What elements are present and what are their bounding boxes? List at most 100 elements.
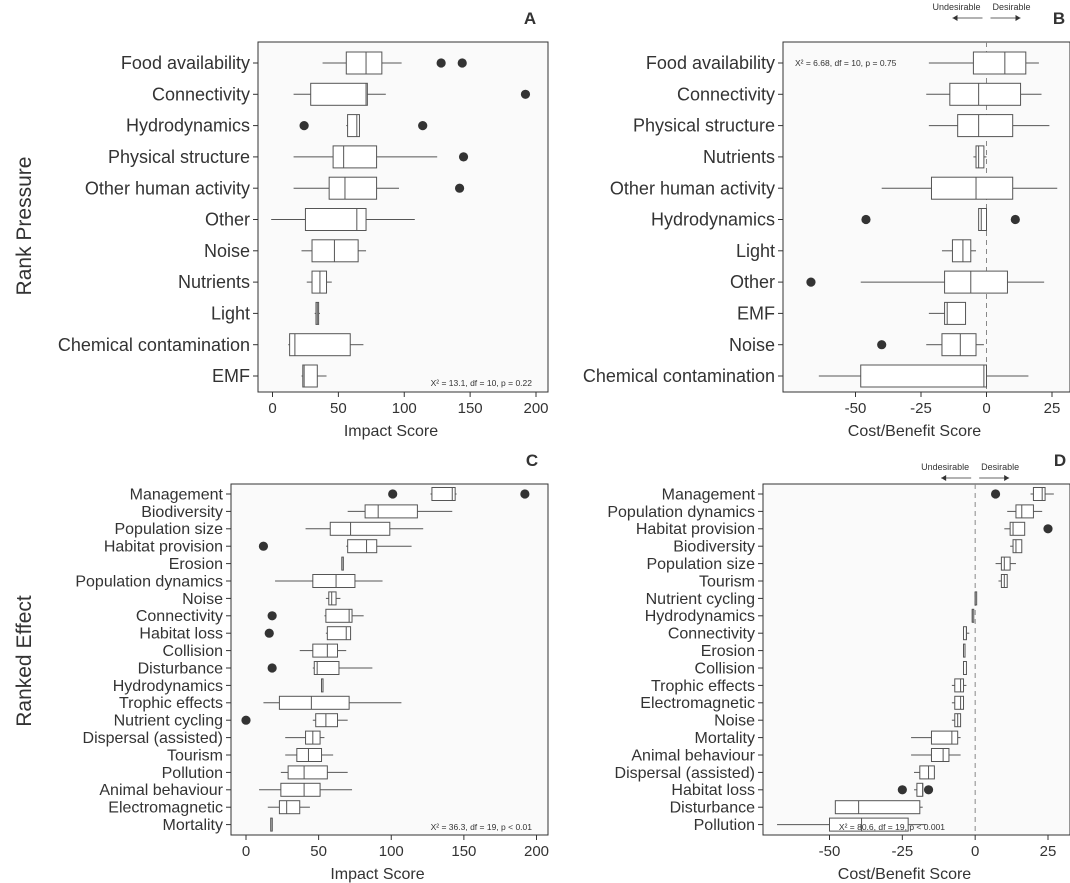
iqr-box	[834, 800, 921, 815]
category-label: Connectivity	[668, 626, 755, 643]
category-label: Physical structure	[633, 116, 775, 136]
category-label: Tourism	[699, 573, 755, 590]
category-label: Nutrients	[178, 272, 250, 292]
box-noise: Noise	[729, 333, 984, 357]
arrowhead-right-icon	[1004, 475, 1010, 481]
category-label: Hydrodynamics	[126, 116, 250, 136]
iqr-box	[347, 539, 378, 554]
category-label: Trophic effects	[651, 678, 755, 695]
box-electromagnetic: Electromagnetic	[108, 800, 310, 817]
box-noise: Noise	[714, 713, 962, 730]
category-label: Connectivity	[677, 84, 775, 104]
x-axis-label: Cost/Benefit Score	[838, 866, 972, 883]
box-dispersal-assisted: Dispersal (assisted)	[615, 765, 935, 782]
box-tourism: Tourism	[167, 747, 334, 764]
category-label: Tourism	[167, 747, 223, 764]
outlier-point	[388, 489, 398, 499]
iqr-box	[328, 176, 378, 200]
category-label: Disturbance	[138, 660, 223, 677]
box-chemical-contamination: Chemical contamination	[583, 364, 1029, 388]
iqr-box	[1032, 487, 1046, 501]
box-biodiversity: Biodiversity	[673, 539, 1023, 556]
iqr-box	[957, 114, 1014, 138]
iqr-box	[829, 817, 909, 832]
iqr-box	[313, 661, 340, 675]
outlier-point	[258, 541, 269, 551]
category-label: Biodiversity	[673, 539, 755, 556]
iqr-box	[312, 574, 356, 588]
category-label: Population size	[646, 556, 755, 573]
iqr-box	[312, 643, 339, 658]
row-label-top: Rank Pressure	[13, 157, 36, 296]
box-other: Other	[205, 208, 415, 231]
row-label-bottom: Ranked Effect	[13, 595, 36, 727]
box-habitat-loss: Habitat loss	[139, 626, 352, 643]
box-trophic-effects: Trophic effects	[119, 695, 402, 712]
x-tick-label: 150	[458, 400, 483, 417]
box-emf: EMF	[737, 301, 967, 325]
box-population-dynamics: Population dynamics	[75, 573, 383, 590]
iqr-box	[289, 333, 351, 357]
direction-label-undesirable: Undesirable	[921, 462, 969, 472]
panel-b: B Undesirable Desirable Food availability Co…	[583, 2, 1070, 440]
category-label: Noise	[204, 241, 250, 261]
category-label: Nutrient cycling	[114, 713, 223, 730]
box-noise: Noise	[182, 591, 341, 608]
outlier-point	[436, 58, 446, 68]
x-tick-label: -25	[891, 843, 913, 860]
box-connectivity: Connectivity	[152, 82, 531, 106]
box-nutrient-cycling: Nutrient cycling	[646, 591, 978, 608]
iqr-box	[1000, 556, 1011, 571]
box-other-human-activity: Other human activity	[85, 176, 465, 200]
iqr-box	[325, 608, 353, 623]
category-label: Population size	[114, 521, 223, 538]
iqr-box	[975, 145, 985, 169]
iqr-box	[328, 591, 337, 606]
box-habitat-loss: Habitat loss	[671, 782, 934, 799]
iqr-box	[972, 51, 1027, 75]
category-label: Other	[205, 210, 250, 230]
category-label: Noise	[729, 335, 775, 355]
x-tick-label: 100	[392, 400, 417, 417]
box-trophic-effects: Trophic effects	[651, 678, 967, 695]
outlier-point	[267, 611, 277, 621]
box-disturbance: Disturbance	[670, 800, 923, 817]
category-label: Other human activity	[610, 178, 775, 198]
iqr-box	[345, 51, 383, 75]
category-label: Hydrodynamics	[651, 210, 775, 230]
category-label: Habitat loss	[671, 782, 755, 799]
iqr-box	[278, 695, 350, 710]
category-label: Population dynamics	[607, 504, 755, 521]
outlier-point	[241, 715, 251, 725]
category-label: Food availability	[121, 53, 250, 73]
iqr-box	[315, 713, 339, 728]
box-emf: EMF	[212, 364, 327, 388]
x-tick-label: 150	[451, 843, 476, 860]
category-label: EMF	[212, 366, 250, 386]
iqr-box	[978, 208, 988, 231]
box-disturbance: Disturbance	[138, 660, 373, 677]
box-hydrodynamics: Hydrodynamics	[651, 208, 1020, 231]
x-tick-label: -25	[910, 400, 932, 417]
box-population-dynamics: Population dynamics	[607, 504, 1043, 521]
iqr-box	[954, 678, 965, 693]
box-population-size: Population size	[646, 556, 1016, 573]
panel-label: C	[526, 451, 538, 470]
box-management: Management	[662, 486, 1054, 503]
box-management: Management	[130, 486, 530, 503]
box-noise: Noise	[204, 239, 367, 263]
iqr-box	[930, 176, 1014, 200]
category-label: Habitat provision	[636, 521, 755, 538]
arrowhead-right-icon	[1015, 15, 1021, 21]
outlier-point	[990, 489, 1001, 499]
stats-annotation: X² = 80.6, df = 19, p < 0.001	[839, 822, 945, 832]
iqr-box	[302, 364, 318, 388]
box-dispersal-assisted: Dispersal (assisted)	[83, 730, 325, 747]
outlier-point	[454, 183, 465, 193]
category-label: Management	[662, 486, 756, 503]
box-connectivity: Connectivity	[668, 626, 970, 643]
x-axis-label: Impact Score	[330, 866, 424, 883]
